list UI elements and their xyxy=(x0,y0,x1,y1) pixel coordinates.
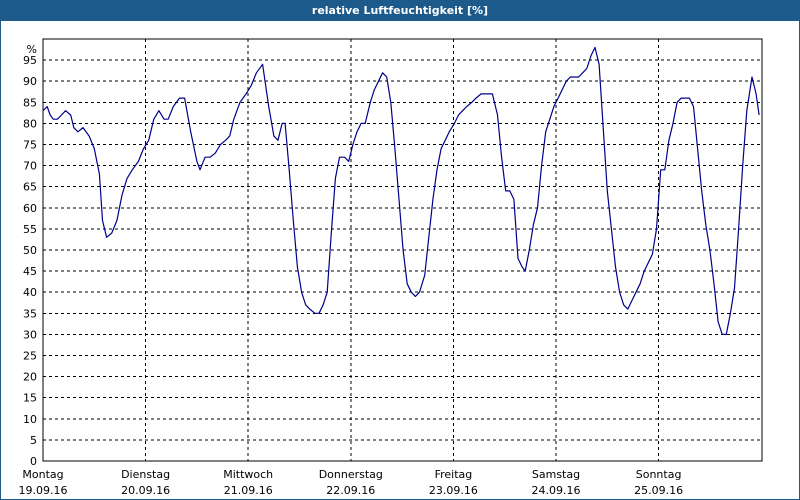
y-tick-label: 85 xyxy=(23,96,37,109)
humidity-series-line xyxy=(42,46,760,335)
x-tick-weekday: Dienstag xyxy=(121,468,170,481)
chart-area: 0 5 10 15 20 25 30 35 40 45 50 55 60 65 70 75 80 85 90 95% M… xyxy=(1,21,799,499)
y-tick-label: 65 xyxy=(23,181,37,194)
labels-layer: 0 5 10 15 20 25 30 35 40 45 50 55 60 65 70 75 80 85 90 95% M… xyxy=(19,43,684,497)
y-tick-label: 55 xyxy=(23,223,37,236)
y-tick-label: 20 xyxy=(23,371,37,384)
axes-layer xyxy=(42,38,763,462)
x-tick-weekday: Montag xyxy=(22,468,63,481)
x-tick-date: 23.09.16 xyxy=(429,484,478,497)
y-tick-label: 60 xyxy=(23,202,37,215)
y-tick-label: 0 xyxy=(30,455,37,468)
x-tick-date: 20.09.16 xyxy=(121,484,170,497)
x-tick-weekday: Donnerstag xyxy=(319,468,383,481)
x-tick-date: 21.09.16 xyxy=(224,484,273,497)
plot-border xyxy=(42,38,763,462)
humidity-line-chart: 0 5 10 15 20 25 30 35 40 45 50 55 60 65 70 75 80 85 90 95% M… xyxy=(19,38,763,497)
grid-layer xyxy=(43,39,762,461)
y-tick-label: 75 xyxy=(23,139,37,152)
y-tick-label: 95 xyxy=(23,54,37,67)
x-tick-date: 22.09.16 xyxy=(326,484,375,497)
y-tick-label: 10 xyxy=(23,413,37,426)
y-tick-label: 5 xyxy=(30,434,37,447)
y-tick-label: 80 xyxy=(23,117,37,130)
x-tick-weekday: Sonntag xyxy=(636,468,682,481)
x-tick-date: 19.09.16 xyxy=(19,484,68,497)
y-tick-label: 50 xyxy=(23,244,37,257)
x-tick-date: 24.09.16 xyxy=(532,484,581,497)
y-axis-unit-label: % xyxy=(27,43,37,56)
y-tick-label: 45 xyxy=(23,265,37,278)
x-tick-date: 25.09.16 xyxy=(634,484,683,497)
series-layer xyxy=(42,46,760,335)
chart-title: relative Luftfeuchtigkeit [%] xyxy=(1,1,799,21)
y-tick-label: 70 xyxy=(23,160,37,173)
x-tick-weekday: Freitag xyxy=(435,468,473,481)
y-tick-label: 30 xyxy=(23,328,37,341)
y-tick-label: 90 xyxy=(23,75,37,88)
y-tick-label: 25 xyxy=(23,350,37,363)
y-tick-label: 40 xyxy=(23,286,37,299)
y-tick-label: 35 xyxy=(23,307,37,320)
x-tick-weekday: Samstag xyxy=(532,468,580,481)
y-tick-label: 15 xyxy=(23,392,37,405)
x-tick-weekday: Mittwoch xyxy=(223,468,273,481)
